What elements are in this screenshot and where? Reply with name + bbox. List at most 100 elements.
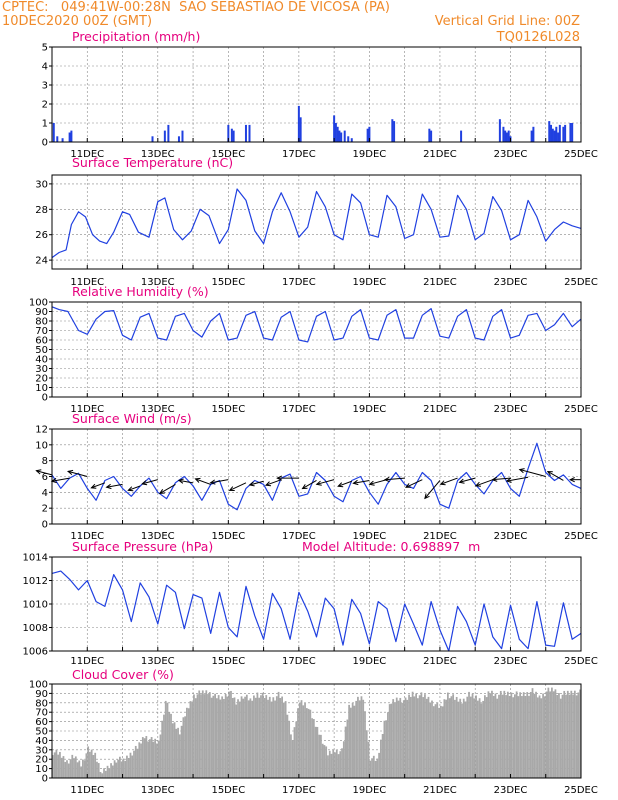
cloud_cover-bar [226,696,229,778]
precipitation-bar [557,132,560,142]
wind-arrow [569,477,581,483]
cloud_cover-xtick-label: 25DEC [564,785,598,796]
wind-arrow [352,479,370,486]
cloud_cover-bar [148,739,151,778]
cloud_cover-bar [267,699,269,778]
relative_humidity-line [51,306,582,343]
pressure-panel: Surface Pressure (hPa) Model Altitude: 0… [23,539,598,667]
cloud_cover-bar [270,701,273,778]
wind-title: Surface Wind (m/s) [72,411,192,426]
wind-arrow [424,480,441,500]
cloud_cover-bar [311,718,313,778]
cloud_cover-bar [402,700,405,778]
cloud_cover-bar [332,749,335,778]
precipitation-frame [51,46,582,143]
cloud_cover-bar [462,698,465,778]
cloud_cover-bar [559,698,562,778]
cloud_cover-bar [392,699,395,778]
precipitation-bar [564,124,567,142]
surface_pressure-xtick-label: 19DEC [353,656,387,667]
surface_pressure-ytick-label: 1006 [23,647,48,658]
surface_temperature-ytick-label: 30 [35,179,48,190]
cloud_cover-bar [143,738,146,778]
surface_temperature-ytick-label: 24 [35,256,48,267]
surface_wind-xtick-label: 15DEC [211,531,245,542]
cloud_cover-bar [376,758,379,778]
cloud_cover-bar [127,757,130,778]
cloud_cover-bar [432,706,435,778]
cloud_cover-bar [505,695,507,778]
cloud_cover-bar [212,695,215,778]
cloud_cover-bar [489,693,492,778]
cloud_cover-ytick-label: 100 [29,680,48,691]
cloud_cover-bar [219,699,222,778]
relative_humidity-xtick-label: 17DEC [282,404,316,415]
cloud_cover-bar [154,738,157,778]
surface_temperature-xtick-label: 17DEC [282,277,316,288]
cloud_cover-bar [198,690,201,778]
cloud_cover-bar [113,760,116,778]
cloud_cover-bar [101,773,104,778]
cloud_cover-bar [482,700,485,778]
cloud_cover-bar [471,693,474,778]
surface_pressure-xtick-label: 23DEC [494,656,528,667]
cloud_cover-bar [133,750,135,778]
precipitation-bar [70,130,73,142]
header-grid-line: Vertical Grid Line: 00Z [435,14,580,29]
temperature-title: Surface Temperature (nC) [72,155,233,170]
cloud_cover-bar [469,696,472,778]
cloud_cover-bar [399,697,402,778]
cloud_cover-bar [364,711,366,778]
surface_pressure-xtick-label: 15DEC [211,656,245,667]
precipitation-bar [558,124,561,142]
surface_temperature-xtick-label: 25DEC [564,277,598,288]
cloud_cover-bar [388,704,391,778]
cloud_cover-bar [318,734,321,778]
precipitation-bar [347,136,350,142]
precipitation-bar [297,105,300,142]
relative_humidity-ytick-label: 50 [35,345,48,356]
precipitation-bar [460,130,463,142]
surface_temperature-ytick-label: 28 [35,205,48,216]
cloud_cover-bar [515,691,518,778]
cloud_cover-bar [141,737,144,778]
cloud_cover-bar [387,712,389,778]
cloud_cover-bar [565,694,567,778]
cloud_cover-bar [365,730,368,778]
precipitation-bar [232,130,235,142]
precipitation-bar [507,130,510,142]
cloud_cover-bar [203,694,206,778]
cloud_cover-bar [161,720,164,778]
precipitation-bar [562,126,565,142]
cloud_cover-bar [464,701,467,778]
cloud_cover-bar [263,698,266,778]
cloud_cover-bar [53,752,56,778]
cloud_cover-bar [66,760,68,778]
cloud_cover-bar [438,707,440,778]
cloud_cover-bar [126,755,128,778]
cloud_cover-bar [475,695,477,778]
cloud_cover-bar [90,749,93,778]
surface_pressure-ytick-label: 1012 [23,576,48,587]
wind-arrow [337,480,352,488]
surface_temperature-line [51,188,582,259]
cloud_cover-bar [175,728,178,778]
cloud_cover-bar [205,690,208,778]
cloud_cover-bar [122,758,125,778]
cloud_cover-bar [253,695,255,778]
cloud_cover-bar [268,696,271,778]
cloud_cover-bar [491,690,493,778]
cloud_cover-bar [513,694,516,778]
cloud_cover-bar [420,692,423,778]
cloud_cover-bar [526,692,529,778]
cloud_cover-bar [501,694,504,778]
cloud_cover-bar [138,742,141,778]
surface_wind-ytick-label: 12 [35,425,48,436]
wind-arrow [127,485,141,492]
precipitation-bar [167,124,170,142]
cloud_cover-bar [106,765,109,778]
cloud_cover-bar [406,699,409,778]
cloud_cover-bar [418,695,421,778]
cloud_cover-bar [517,696,520,778]
precipitation-bar [502,126,505,142]
